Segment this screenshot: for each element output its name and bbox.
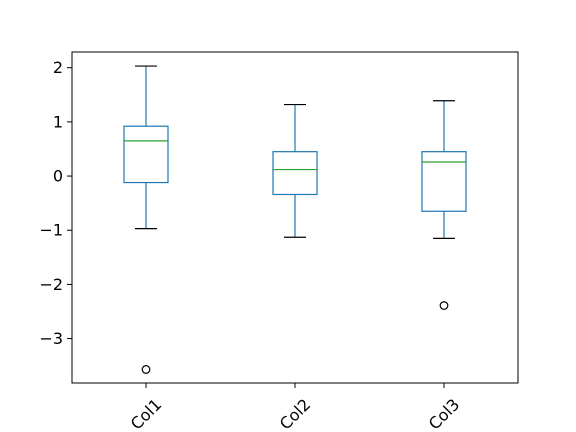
x-tick-label: Col1 xyxy=(127,395,166,432)
y-tick-label: −2 xyxy=(39,275,63,294)
x-tick-label: Col3 xyxy=(425,395,464,432)
y-tick-label: 0 xyxy=(53,167,63,186)
box-col1 xyxy=(123,65,169,374)
y-tick-label: 1 xyxy=(53,112,63,131)
y-tick-label: 2 xyxy=(53,58,63,77)
x-axis: Col1 Col2 Col3 xyxy=(127,383,464,432)
plot-area xyxy=(123,65,467,374)
y-tick-label: −3 xyxy=(39,329,63,348)
box-col2 xyxy=(272,103,318,238)
y-axis: −3 −2 −1 0 1 2 xyxy=(39,58,72,348)
outlier-point xyxy=(141,365,151,374)
iqr-box xyxy=(421,151,467,212)
iqr-box xyxy=(272,151,318,196)
box-col3 xyxy=(421,100,467,310)
outlier-point xyxy=(439,301,449,310)
iqr-box xyxy=(123,125,169,184)
x-tick-label: Col2 xyxy=(276,395,315,432)
y-tick-label: −1 xyxy=(39,221,63,240)
